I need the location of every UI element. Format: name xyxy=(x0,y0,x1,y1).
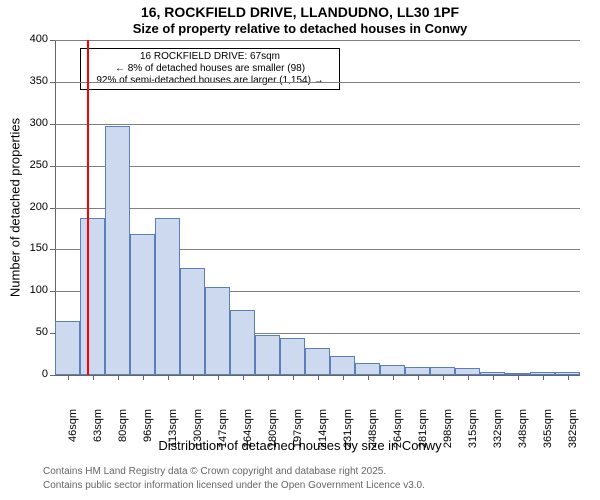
x-tick-mark xyxy=(368,375,369,380)
x-tick-label: 382sqm xyxy=(567,409,579,459)
histogram-bar xyxy=(430,367,455,375)
x-tick-mark xyxy=(343,375,344,380)
x-tick-label: 332sqm xyxy=(492,409,504,459)
y-tick-mark xyxy=(50,208,55,209)
x-tick-label: 147sqm xyxy=(217,409,229,459)
x-tick-mark xyxy=(418,375,419,380)
histogram-bar xyxy=(55,321,80,375)
histogram-bar xyxy=(130,234,155,375)
x-tick-mark xyxy=(118,375,119,380)
y-tick-label: 200 xyxy=(20,201,48,213)
histogram-bar xyxy=(330,356,355,375)
x-tick-mark xyxy=(193,375,194,380)
footer-line2: Contains public sector information licen… xyxy=(43,480,425,491)
y-tick-mark xyxy=(50,249,55,250)
histogram-bar xyxy=(205,287,230,375)
x-tick-mark xyxy=(518,375,519,380)
histogram-bar xyxy=(230,310,255,375)
histogram-bar xyxy=(80,218,105,375)
x-tick-mark xyxy=(293,375,294,380)
x-tick-mark xyxy=(443,375,444,380)
x-tick-label: 164sqm xyxy=(242,409,254,459)
x-tick-mark xyxy=(493,375,494,380)
x-tick-mark xyxy=(243,375,244,380)
x-tick-label: 214sqm xyxy=(317,409,329,459)
property-marker-line xyxy=(87,40,89,375)
chart-title-line1: 16, ROCKFIELD DRIVE, LLANDUDNO, LL30 1PF xyxy=(0,4,600,20)
x-tick-label: 248sqm xyxy=(367,409,379,459)
x-tick-label: 348sqm xyxy=(517,409,529,459)
histogram-bar xyxy=(355,363,380,375)
histogram-bar xyxy=(280,338,305,375)
y-tick-mark xyxy=(50,375,55,376)
y-tick-mark xyxy=(50,40,55,41)
y-tick-label: 0 xyxy=(20,368,48,380)
x-tick-label: 281sqm xyxy=(417,409,429,459)
x-tick-mark xyxy=(543,375,544,380)
histogram-bar xyxy=(105,126,130,375)
x-tick-label: 264sqm xyxy=(392,409,404,459)
x-tick-label: 63sqm xyxy=(92,409,104,459)
x-tick-mark xyxy=(68,375,69,380)
y-tick-label: 150 xyxy=(20,242,48,254)
x-tick-label: 197sqm xyxy=(292,409,304,459)
annotation-box: 16 ROCKFIELD DRIVE: 67sqm ← 8% of detach… xyxy=(80,48,340,90)
x-tick-label: 46sqm xyxy=(67,409,79,459)
y-tick-label: 250 xyxy=(20,159,48,171)
chart-container: 16, ROCKFIELD DRIVE, LLANDUDNO, LL30 1PF… xyxy=(0,0,600,500)
gridline xyxy=(55,166,580,167)
x-tick-mark xyxy=(268,375,269,380)
y-tick-mark xyxy=(50,82,55,83)
histogram-bar xyxy=(255,335,280,375)
gridline xyxy=(55,208,580,209)
gridline xyxy=(55,82,580,83)
footer-line1: Contains HM Land Registry data © Crown c… xyxy=(43,466,386,477)
x-tick-label: 365sqm xyxy=(542,409,554,459)
x-tick-label: 231sqm xyxy=(342,409,354,459)
y-tick-mark xyxy=(50,291,55,292)
x-tick-label: 113sqm xyxy=(167,409,179,459)
x-tick-mark xyxy=(468,375,469,380)
histogram-bar xyxy=(155,218,180,375)
chart-title-line2: Size of property relative to detached ho… xyxy=(0,21,600,36)
x-tick-mark xyxy=(218,375,219,380)
y-tick-label: 350 xyxy=(20,75,48,87)
x-tick-label: 298sqm xyxy=(442,409,454,459)
y-tick-mark xyxy=(50,124,55,125)
annotation-line1: 16 ROCKFIELD DRIVE: 67sqm xyxy=(85,51,335,63)
x-tick-label: 96sqm xyxy=(142,409,154,459)
histogram-bar xyxy=(305,348,330,375)
y-tick-mark xyxy=(50,166,55,167)
x-tick-label: 180sqm xyxy=(267,409,279,459)
y-tick-label: 100 xyxy=(20,284,48,296)
x-tick-mark xyxy=(568,375,569,380)
histogram-bar xyxy=(380,365,405,375)
gridline xyxy=(55,124,580,125)
x-tick-label: 80sqm xyxy=(117,409,129,459)
x-tick-mark xyxy=(318,375,319,380)
x-tick-mark xyxy=(168,375,169,380)
histogram-bar xyxy=(455,368,480,375)
gridline xyxy=(55,40,580,41)
y-tick-label: 300 xyxy=(20,117,48,129)
x-tick-mark xyxy=(93,375,94,380)
x-tick-mark xyxy=(393,375,394,380)
x-tick-mark xyxy=(143,375,144,380)
x-tick-label: 315sqm xyxy=(467,409,479,459)
annotation-line2: ← 8% of detached houses are smaller (98) xyxy=(85,63,335,75)
x-tick-label: 130sqm xyxy=(192,409,204,459)
histogram-bar xyxy=(405,367,430,375)
y-tick-label: 400 xyxy=(20,33,48,45)
histogram-bar xyxy=(180,268,205,375)
y-tick-label: 50 xyxy=(20,326,48,338)
